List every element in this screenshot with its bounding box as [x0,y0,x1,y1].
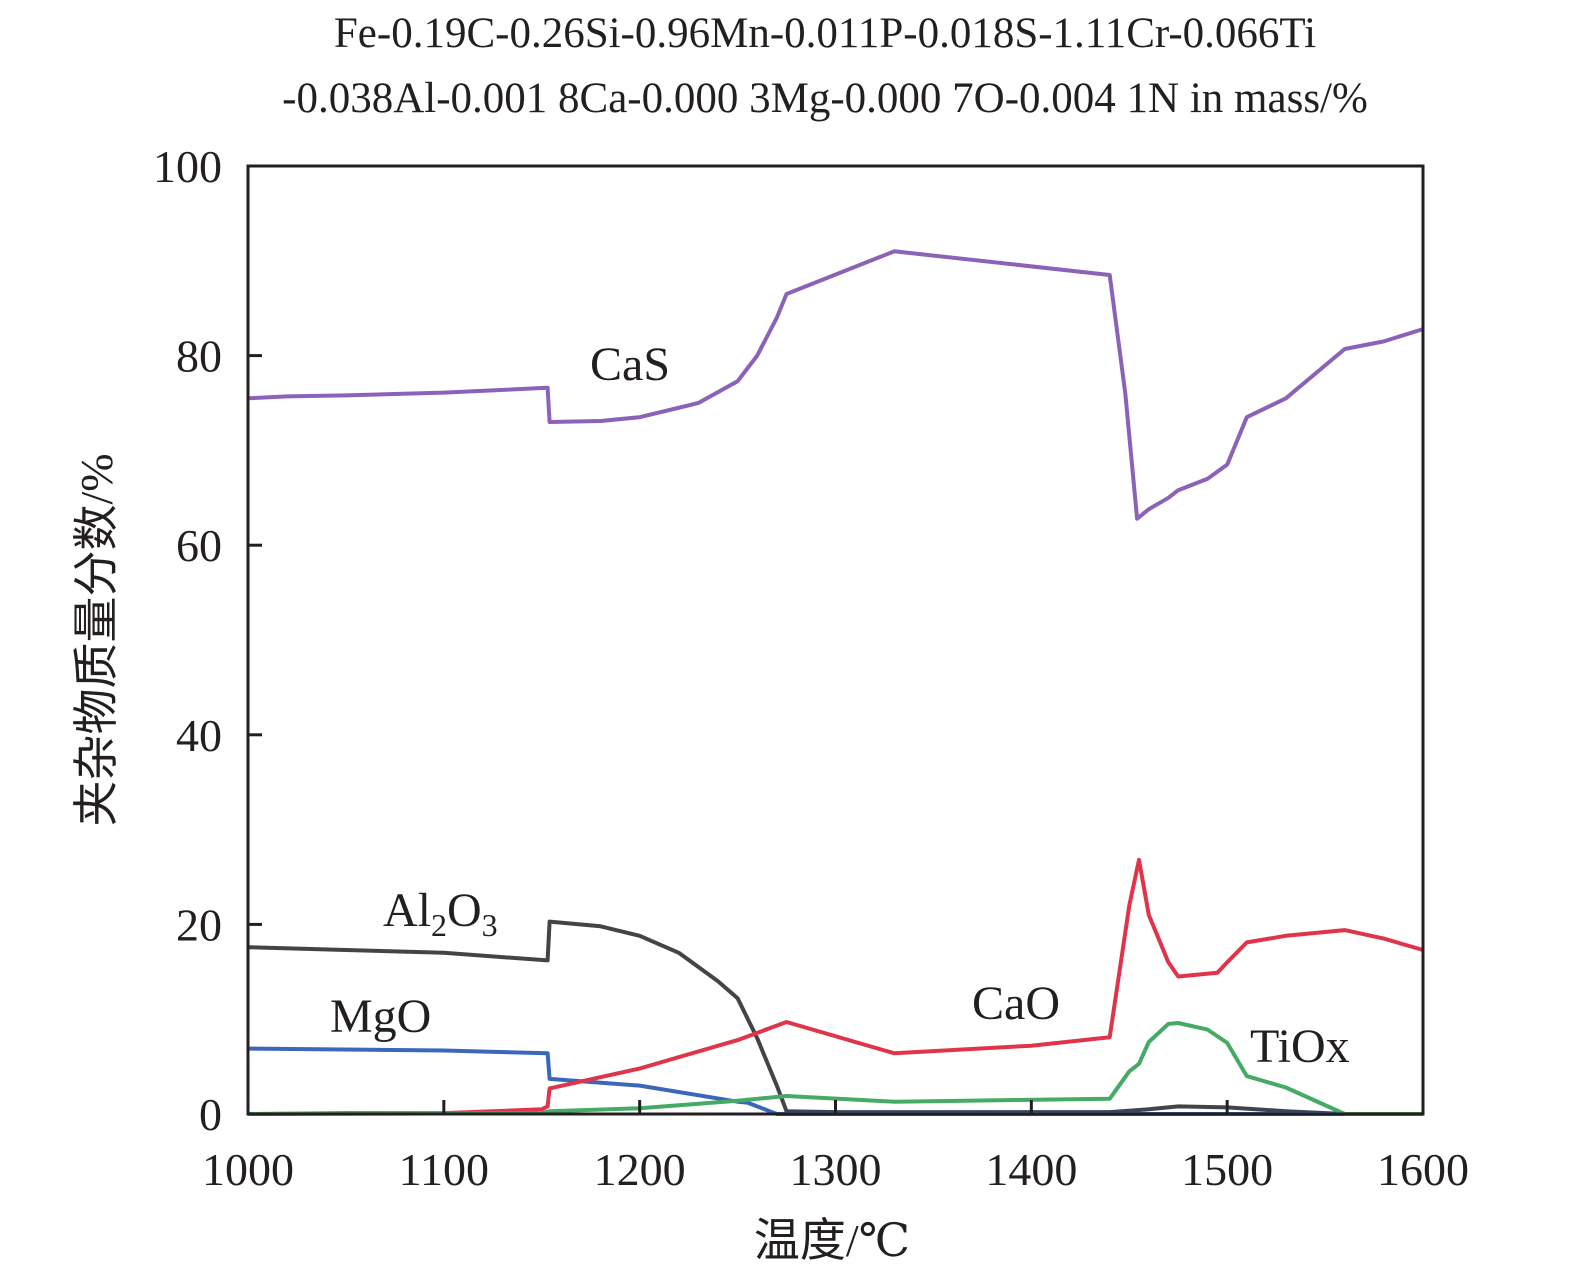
x-tick-label: 1200 [594,1144,686,1195]
plot-frame [246,164,1425,1116]
series-line-cao [247,857,1424,1116]
y-tick-label: 60 [176,520,222,571]
y-tick-label: 20 [176,899,222,950]
al2o3-subscript-2: 2 [431,907,447,943]
y-tick-label: 100 [153,141,222,192]
y-tick-label: 0 [199,1089,222,1140]
y-axis-label: 夹杂物质量分数/% [71,453,122,826]
x-tick-label: 1100 [399,1144,489,1195]
x-tick-label: 1600 [1377,1144,1469,1195]
al2o3-part-o: O [447,884,482,937]
series-label-tiox: TiOx [1250,1020,1350,1073]
x-tick-label: 1500 [1181,1144,1273,1195]
chart-title-line-2: -0.038Al-0.001 8Ca-0.000 3Mg-0.000 7O-0.… [282,75,1368,122]
al2o3-part: Al [383,884,431,937]
x-tick-label: 1000 [202,1144,294,1195]
series-line-mgo [247,1046,1423,1116]
x-tick-label: 1300 [790,1144,882,1195]
series-line-cas [247,249,1424,521]
x-axis-label: 温度/℃ [754,1215,910,1266]
series-label-mgo: MgO [330,990,431,1043]
y-tick-label: 80 [176,331,222,382]
series-line-al2o3 [247,919,1423,1116]
x-tick-label: 1400 [985,1144,1077,1195]
chart-title-line-1: Fe-0.19C-0.26Si-0.96Mn-0.011P-0.018S-1.1… [334,10,1316,57]
al2o3-subscript-3: 3 [482,907,498,943]
series-label-al2o3: Al2O3 [383,884,498,943]
series-label-cas: CaS [590,338,670,391]
series-label-cao: CaO [972,977,1060,1030]
y-tick-label: 40 [176,710,222,761]
